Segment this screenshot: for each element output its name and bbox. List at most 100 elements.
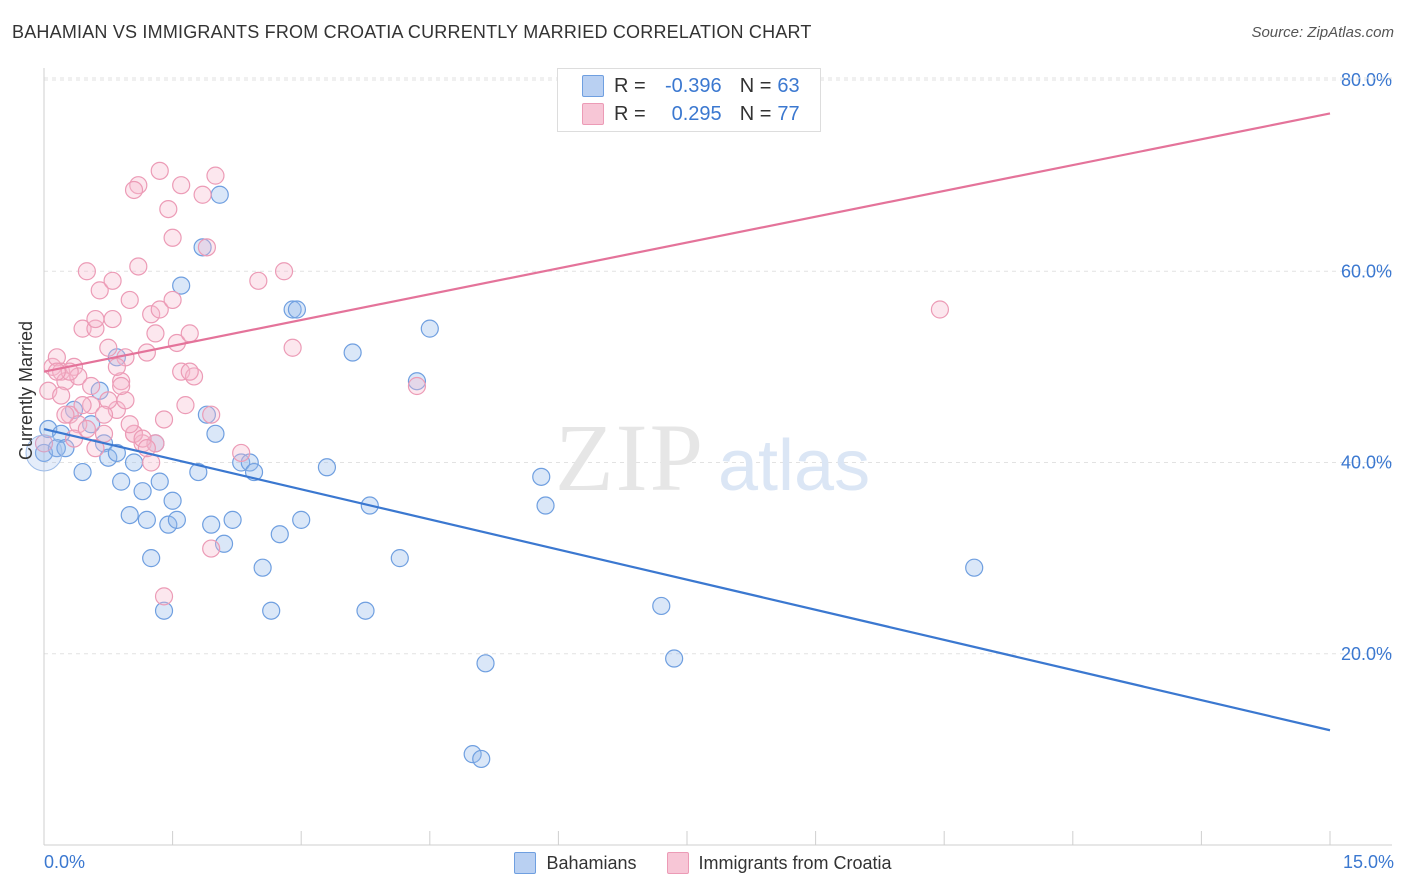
croatia-point [154, 410, 174, 429]
watermark-zip: ZIP [555, 404, 705, 511]
n-value-croatia: 77 [777, 102, 800, 125]
legend-item-bahamians: Bahamians [514, 852, 637, 874]
n-value-bahamians: 63 [777, 74, 800, 97]
croatia-point [116, 391, 135, 410]
legend-row-bahamians: R = -0.396 N = 63 [582, 73, 800, 99]
croatia-point [47, 362, 66, 381]
croatia-point [163, 228, 182, 247]
bahamians-point [193, 238, 212, 257]
croatia-point [103, 271, 122, 290]
croatia-point [206, 166, 225, 185]
croatia-point [73, 396, 92, 415]
bahamians-point [159, 515, 178, 534]
croatia-point [283, 338, 302, 357]
croatia-legend-swatch [666, 852, 689, 874]
croatia-point [124, 424, 144, 443]
bahamians-point [172, 276, 191, 295]
croatia-point [133, 429, 152, 448]
bahamians-point [120, 505, 139, 525]
bahamians-point [536, 496, 555, 515]
bahamians-point [202, 515, 221, 534]
bahamians-point [287, 300, 307, 319]
bahamians-point [167, 510, 186, 529]
bahamians-point [150, 472, 169, 491]
bahamians-point [463, 745, 482, 764]
bahamians-point [390, 549, 409, 568]
bahamians-point [270, 525, 289, 544]
bahamians-point [142, 549, 161, 568]
bahamians-point [124, 453, 144, 472]
croatia-point [159, 199, 178, 219]
croatia-point [232, 443, 251, 463]
n-label: N = [739, 74, 772, 97]
croatia-point [77, 262, 96, 281]
croatia-point [103, 309, 122, 329]
croatia-point [274, 262, 294, 281]
croatia-point [193, 185, 212, 204]
bahamians-point [356, 601, 375, 620]
croatia-point [107, 357, 126, 376]
legend-row-croatia: R = 0.295 N = 77 [582, 101, 800, 127]
bahamians-point [210, 185, 229, 204]
r-value-croatia: 0.295 [671, 102, 722, 125]
bahamians-point [532, 467, 551, 486]
croatia-point [930, 300, 950, 319]
croatia-point [90, 281, 109, 300]
croatia-point [176, 396, 195, 415]
croatia-trend-line [43, 112, 1331, 373]
croatia-point [99, 338, 118, 357]
croatia-point [112, 376, 131, 396]
croatia-point [52, 386, 71, 405]
r-label: R = [614, 102, 646, 125]
croatia-point [56, 405, 75, 424]
croatia-point [86, 319, 105, 338]
croatia-swatch [582, 103, 604, 125]
bahamians-point [197, 405, 216, 424]
bahamians-point [154, 601, 174, 620]
bahamians-point [189, 462, 208, 482]
croatia-point [142, 305, 161, 324]
croatia-point [150, 161, 169, 180]
correlation-legend: R = -0.396 N = 63 R = 0.295 N = 77 [557, 68, 821, 132]
bahamians-point [476, 654, 495, 673]
croatia-point [120, 290, 139, 310]
croatia-point [150, 300, 169, 319]
croatia-point [146, 324, 165, 343]
croatia-point [249, 271, 268, 290]
bahamians-point [137, 510, 156, 529]
x-tick-max: 15.0% [1342, 852, 1394, 872]
bahamians-point [73, 462, 92, 482]
croatia-point [77, 419, 96, 439]
bahamians-point [223, 510, 242, 529]
croatia-point [124, 180, 144, 200]
croatia-point [86, 309, 105, 329]
r-label: R = [614, 74, 646, 97]
croatia-point [47, 348, 66, 367]
croatia-point [154, 587, 174, 606]
bahamians-point [206, 424, 225, 443]
y-tick-label: 80.0% [1341, 70, 1392, 90]
y-tick-label: 20.0% [1341, 644, 1392, 664]
croatia-point [180, 324, 199, 343]
croatia-legend-label: Immigrants from Croatia [698, 852, 892, 873]
bahamians-point [283, 300, 302, 319]
croatia-point [73, 319, 92, 338]
croatia-point [172, 176, 191, 195]
chart-title: BAHAMIAN VS IMMIGRANTS FROM CROATIA CURR… [12, 22, 812, 42]
croatia-point [197, 238, 216, 257]
bahamians-point [652, 596, 671, 616]
croatia-point [86, 439, 105, 458]
bahamians-point [965, 558, 984, 577]
croatia-point [407, 376, 427, 396]
source-label: Source: ZipAtlas.com [1251, 24, 1394, 41]
x-tick-min: 0.0% [44, 852, 86, 872]
bahamians-point [407, 372, 427, 391]
croatia-point [94, 405, 114, 424]
y-axis-label: Currently Married [16, 320, 36, 460]
bahamians-point [420, 319, 439, 338]
croatia-point [129, 257, 148, 276]
bahamians-point [133, 482, 152, 501]
r-value-bahamians: -0.396 [664, 74, 722, 97]
croatia-point [202, 405, 221, 424]
croatia-point [82, 376, 101, 396]
